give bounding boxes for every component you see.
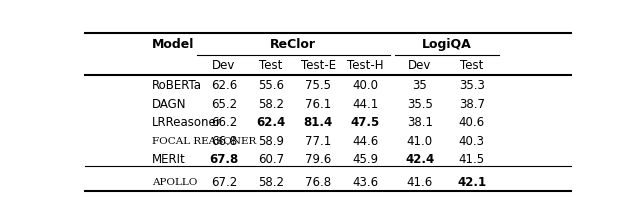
Text: 35.5: 35.5 xyxy=(407,98,433,111)
Text: 65.2: 65.2 xyxy=(211,98,237,111)
Text: 38.1: 38.1 xyxy=(407,116,433,129)
Text: 42.4: 42.4 xyxy=(405,153,435,166)
Text: 62.4: 62.4 xyxy=(257,116,285,129)
Text: 55.6: 55.6 xyxy=(258,80,284,93)
Text: Dev: Dev xyxy=(212,59,236,72)
Text: 35.3: 35.3 xyxy=(459,80,484,93)
Text: LogiQA: LogiQA xyxy=(422,38,472,51)
Text: 44.1: 44.1 xyxy=(352,98,378,111)
Text: LRReasoner: LRReasoner xyxy=(152,116,221,129)
Text: 76.8: 76.8 xyxy=(305,176,331,189)
Text: Test-H: Test-H xyxy=(347,59,383,72)
Text: 81.4: 81.4 xyxy=(303,116,333,129)
Text: 58.2: 58.2 xyxy=(258,176,284,189)
Text: 67.8: 67.8 xyxy=(209,153,239,166)
Text: 75.5: 75.5 xyxy=(305,80,331,93)
Text: DAGN: DAGN xyxy=(152,98,186,111)
Text: 40.0: 40.0 xyxy=(352,80,378,93)
Text: 41.5: 41.5 xyxy=(459,153,485,166)
Text: 66.2: 66.2 xyxy=(211,116,237,129)
Text: 58.9: 58.9 xyxy=(258,135,284,148)
Text: 38.7: 38.7 xyxy=(459,98,485,111)
Text: 40.3: 40.3 xyxy=(459,135,485,148)
Text: 66.8: 66.8 xyxy=(211,135,237,148)
Text: 62.6: 62.6 xyxy=(211,80,237,93)
Text: 58.2: 58.2 xyxy=(258,98,284,111)
Text: 77.1: 77.1 xyxy=(305,135,332,148)
Text: 44.6: 44.6 xyxy=(352,135,378,148)
Text: 47.5: 47.5 xyxy=(351,116,380,129)
Text: Dev: Dev xyxy=(408,59,431,72)
Text: RoBERTa: RoBERTa xyxy=(152,80,202,93)
Text: 67.2: 67.2 xyxy=(211,176,237,189)
Text: 45.9: 45.9 xyxy=(352,153,378,166)
Text: ReClor: ReClor xyxy=(270,38,316,51)
Text: 43.6: 43.6 xyxy=(352,176,378,189)
Text: 79.6: 79.6 xyxy=(305,153,332,166)
Text: 60.7: 60.7 xyxy=(258,153,284,166)
Text: Test: Test xyxy=(259,59,283,72)
Text: 41.6: 41.6 xyxy=(406,176,433,189)
Text: 40.6: 40.6 xyxy=(459,116,485,129)
Text: MERIt: MERIt xyxy=(152,153,186,166)
Text: 76.1: 76.1 xyxy=(305,98,332,111)
Text: Model: Model xyxy=(152,38,195,51)
Text: 41.0: 41.0 xyxy=(406,135,433,148)
Text: FOCAL REASONER: FOCAL REASONER xyxy=(152,137,256,146)
Text: 35: 35 xyxy=(412,80,427,93)
Text: Test-E: Test-E xyxy=(301,59,335,72)
Text: APOLLO: APOLLO xyxy=(152,178,197,187)
Text: Test: Test xyxy=(460,59,484,72)
Text: 42.1: 42.1 xyxy=(457,176,486,189)
